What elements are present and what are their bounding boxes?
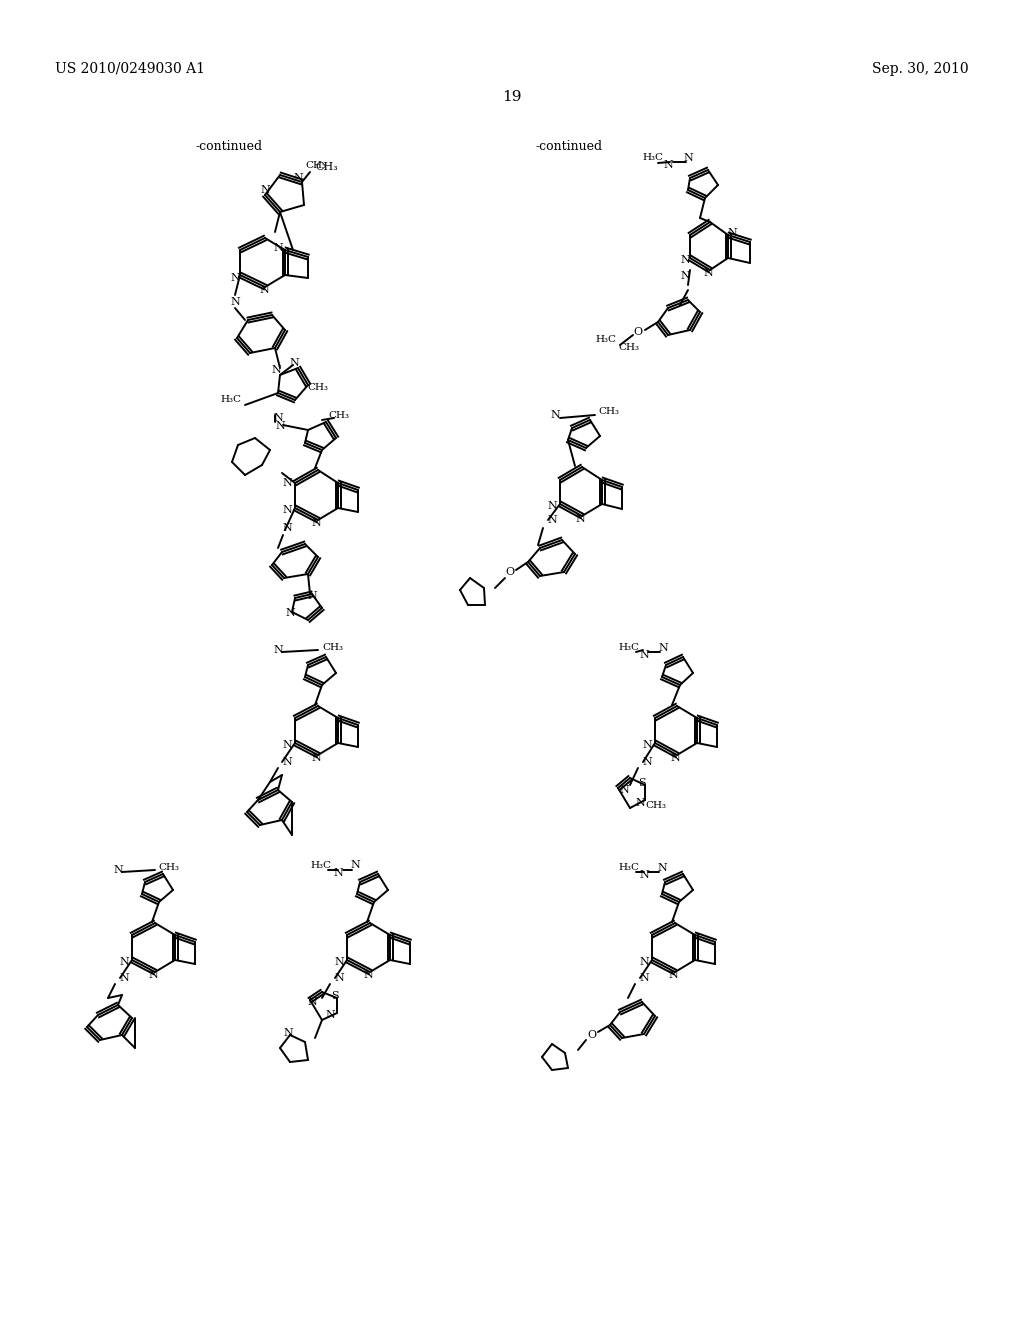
Text: H₃C: H₃C [642, 153, 663, 162]
Text: H₃C: H₃C [220, 396, 241, 404]
Text: N: N [680, 255, 690, 265]
Text: -continued: -continued [195, 140, 262, 153]
Text: CH₃: CH₃ [598, 408, 618, 417]
Text: N: N [350, 861, 359, 870]
Text: N: N [285, 609, 295, 618]
Text: US 2010/0249030 A1: US 2010/0249030 A1 [55, 62, 205, 77]
Text: N: N [334, 973, 344, 983]
Text: N: N [273, 645, 283, 655]
Text: N: N [333, 869, 343, 878]
Text: N: N [639, 973, 649, 983]
Text: N: N [326, 1010, 335, 1020]
Text: 19: 19 [502, 90, 522, 104]
Text: CH₃: CH₃ [328, 411, 349, 420]
Text: N: N [668, 970, 678, 979]
Text: N: N [148, 970, 158, 979]
Text: N: N [642, 741, 652, 750]
Text: N: N [260, 185, 270, 195]
Text: N: N [620, 785, 629, 795]
Text: CH₃: CH₃ [618, 343, 639, 352]
Text: N: N [550, 411, 560, 420]
Text: S: S [638, 777, 646, 788]
Text: N: N [311, 752, 321, 763]
Text: H₃C: H₃C [618, 644, 639, 652]
Text: N: N [273, 243, 283, 253]
Text: N: N [283, 478, 292, 488]
Text: CH₃: CH₃ [307, 384, 328, 392]
Text: CH₃: CH₃ [315, 162, 338, 172]
Text: -continued: -continued [535, 140, 602, 153]
Text: Sep. 30, 2010: Sep. 30, 2010 [872, 62, 969, 77]
Text: N: N [639, 649, 649, 660]
Text: N: N [334, 957, 344, 968]
Text: N: N [664, 160, 673, 170]
Text: N: N [113, 865, 123, 875]
Text: N: N [727, 228, 736, 238]
Text: N: N [639, 870, 649, 880]
Text: N: N [119, 973, 129, 983]
Text: N: N [273, 413, 283, 422]
Text: N: N [547, 502, 557, 511]
Text: O: O [588, 1030, 597, 1040]
Text: O: O [506, 568, 515, 577]
Text: N: N [271, 366, 281, 375]
Text: O: O [634, 327, 643, 337]
Text: N: N [283, 756, 292, 767]
Text: N: N [311, 517, 321, 528]
Text: N: N [307, 591, 316, 601]
Text: N: N [635, 799, 645, 808]
Text: N: N [642, 756, 652, 767]
Text: N: N [283, 506, 292, 515]
Text: N: N [680, 271, 690, 281]
Text: S: S [331, 991, 339, 1001]
Text: N: N [364, 970, 373, 979]
Text: N: N [275, 421, 285, 432]
Text: N: N [283, 1028, 293, 1038]
Text: N: N [259, 285, 269, 294]
Text: H₃C: H₃C [618, 863, 639, 873]
Text: N: N [670, 752, 680, 763]
Text: H₃C: H₃C [595, 335, 616, 345]
Text: N: N [683, 153, 693, 162]
Text: CH₃: CH₃ [322, 644, 343, 652]
Text: N: N [293, 173, 303, 183]
Text: N: N [230, 273, 240, 282]
Text: N: N [119, 957, 129, 968]
Text: N: N [307, 997, 316, 1007]
Text: CH₃: CH₃ [305, 161, 326, 169]
Text: N: N [575, 513, 585, 524]
Text: H₃C: H₃C [310, 861, 331, 870]
Text: N: N [283, 741, 292, 750]
Text: N: N [703, 268, 713, 279]
Text: CH₃: CH₃ [158, 862, 179, 871]
Text: N: N [289, 358, 299, 368]
Text: N: N [283, 523, 292, 533]
Text: N: N [658, 643, 668, 653]
Text: N: N [657, 863, 667, 873]
Text: CH₃: CH₃ [645, 801, 666, 810]
Text: N: N [230, 297, 240, 308]
Text: N: N [547, 515, 557, 525]
Text: N: N [639, 957, 649, 968]
